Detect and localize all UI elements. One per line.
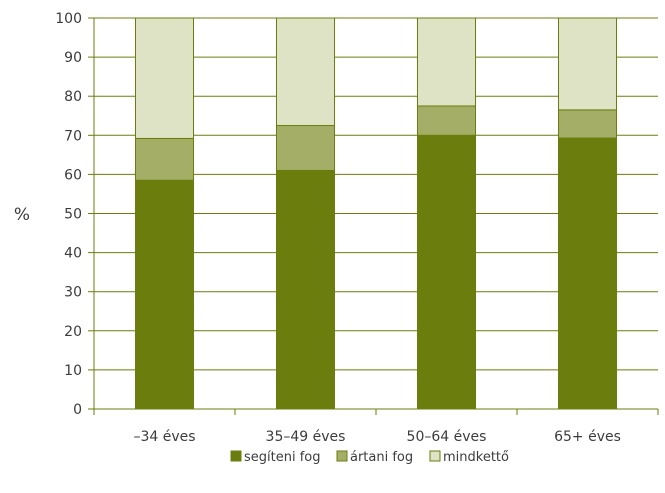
bar-segment-0-0: [135, 179, 194, 410]
x-tick-label: 50–64 éves: [407, 429, 487, 445]
bar-segment-0-1: [135, 137, 194, 181]
y-tick-label: 90: [64, 50, 82, 66]
legend-label-2: mindkettő: [443, 450, 509, 465]
y-axis-label: %: [14, 205, 30, 225]
bar-segment-2-1: [417, 105, 476, 136]
x-tick-label: 35–49 éves: [266, 429, 346, 445]
y-tick-label: 40: [64, 246, 82, 262]
legend-label-1: ártani fog: [350, 450, 413, 465]
axes: 0 10 20 30 40 50 60 70 80 90 100 –34 éves 35–49 éves…: [55, 11, 659, 445]
bar-segment-0-2: [135, 17, 194, 139]
y-tick-label: 30: [64, 285, 82, 301]
y-tick-label: 100: [55, 11, 82, 27]
y-tick-label: 20: [64, 324, 82, 340]
bar-segment-2-0: [417, 134, 476, 410]
bar-segment-3-1: [558, 109, 617, 139]
legend-label-0: segíteni fog: [244, 450, 321, 465]
bars: [135, 17, 617, 410]
bar-segment-1-2: [276, 17, 335, 127]
y-tick-label: 80: [64, 89, 82, 105]
bar-segment-3-2: [558, 17, 617, 111]
legend-swatch-1: [336, 450, 348, 462]
y-tick-label: 60: [64, 167, 82, 183]
y-tick-label: 0: [73, 402, 82, 418]
y-tick-label: 50: [64, 207, 82, 223]
bar-segment-1-1: [276, 125, 335, 171]
legend-swatch-2: [429, 450, 441, 462]
bar-segment-1-0: [276, 169, 335, 410]
bar-segment-2-2: [417, 17, 476, 107]
legend-swatch-0: [230, 450, 242, 462]
x-tick-label: –34 éves: [133, 429, 195, 445]
legend: segíteni fog ártani fog mindkettő: [230, 450, 509, 465]
y-tick-label: 10: [64, 363, 82, 379]
x-tick-label: 65+ éves: [554, 429, 621, 445]
y-tick-label: 70: [64, 128, 82, 144]
bar-segment-3-0: [558, 137, 617, 410]
